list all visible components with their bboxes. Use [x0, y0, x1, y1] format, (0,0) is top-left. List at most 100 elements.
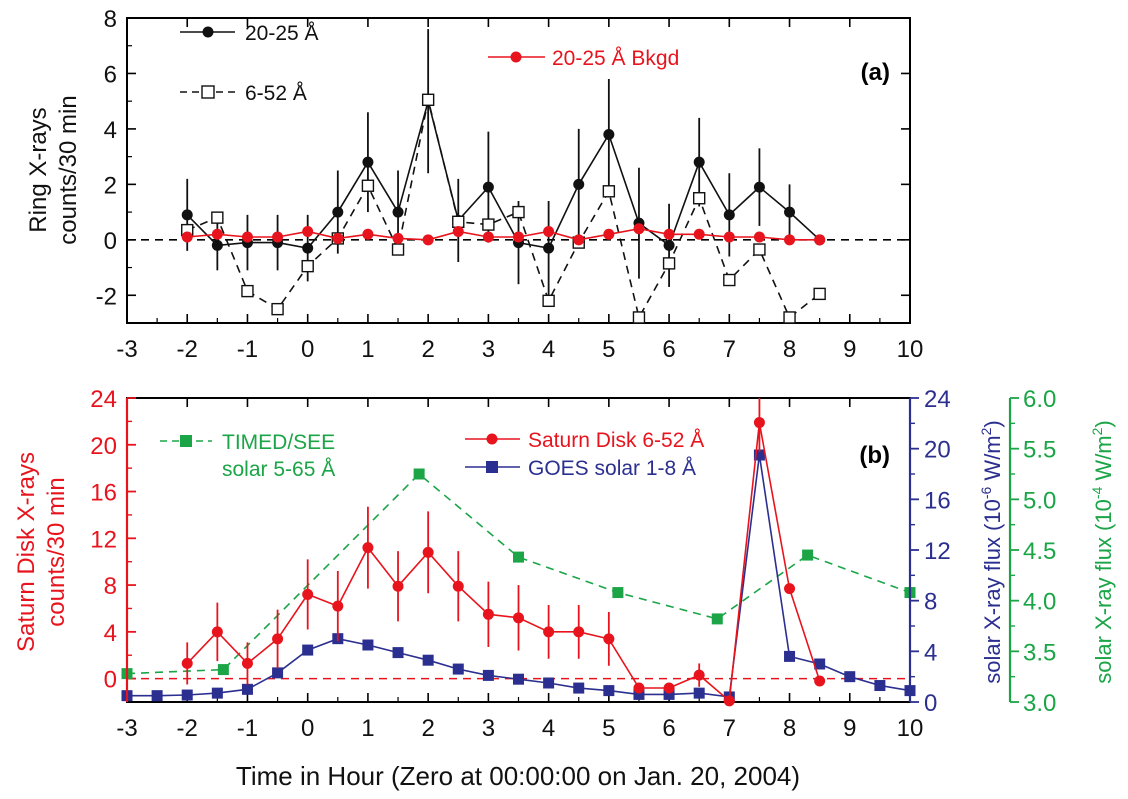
right2-label-unit-exp: 2 — [1089, 427, 1105, 435]
data-point — [211, 239, 223, 251]
data-point — [482, 181, 494, 193]
right1-tick-label: 0 — [924, 690, 937, 717]
right1-tick-label: 24 — [924, 386, 951, 413]
x-tick-label: 6 — [662, 336, 675, 363]
data-point — [814, 658, 826, 670]
panel-b-xlabel: Time in Hour (Zero at 00:00:00 on Jan. 2… — [236, 761, 800, 791]
data-point — [391, 243, 405, 256]
data-point — [784, 234, 796, 246]
data-point — [422, 234, 434, 246]
panel-b-x-ticks: -3 -2 -1 0 1 2 3 4 5 6 7 8 9 10 — [116, 398, 923, 742]
data-point — [211, 687, 223, 699]
data-point — [753, 449, 765, 461]
data-point — [784, 583, 796, 595]
data-point — [413, 468, 425, 480]
data-point — [302, 242, 314, 254]
right2-tick-label: 4.5 — [1023, 538, 1056, 565]
right2-tick-label: 3.0 — [1023, 690, 1056, 717]
data-point — [573, 178, 585, 190]
x-tick-label: 3 — [482, 715, 495, 742]
panel-a-plot-area — [181, 29, 826, 324]
x-tick-label: -1 — [237, 715, 258, 742]
right1-tick-label: 8 — [924, 589, 937, 616]
data-point — [633, 223, 645, 235]
legend-b-timed-label: TIMED/SEE — [222, 431, 335, 454]
data-point — [482, 218, 495, 231]
x-tick-label: 10 — [897, 336, 924, 363]
data-point — [814, 675, 826, 687]
data-point — [783, 311, 796, 324]
data-point — [362, 639, 374, 651]
x-tick-label: 3 — [482, 336, 495, 363]
right1-label-unit-exp: 2 — [978, 427, 994, 435]
data-point — [211, 211, 224, 224]
right1-tick-label: 12 — [924, 538, 951, 565]
data-point — [217, 664, 229, 676]
data-point — [693, 687, 705, 699]
x-tick-label: -1 — [237, 336, 258, 363]
data-point — [241, 284, 254, 298]
left-tick-label: 4 — [104, 620, 117, 647]
panel-a-label: (a) — [861, 59, 890, 86]
x-tick-label: 0 — [301, 336, 314, 363]
data-point — [633, 682, 645, 694]
data-point — [753, 181, 765, 193]
data-point — [753, 243, 766, 256]
x-tick-label: -2 — [177, 715, 198, 742]
data-point — [844, 671, 856, 683]
data-point — [603, 633, 615, 645]
data-point — [632, 311, 646, 324]
panel-b-ylabel-right1: solar X-ray flux (10-6 W/m2) — [978, 420, 1005, 684]
data-point — [332, 206, 344, 218]
data-point — [452, 580, 464, 592]
legend-a-bkgd-marker — [510, 51, 522, 63]
data-point — [181, 209, 193, 221]
data-point — [543, 226, 555, 237]
series-line — [186, 422, 821, 703]
x-tick-label: 9 — [843, 336, 856, 363]
data-point — [181, 689, 193, 701]
data-point — [693, 669, 705, 681]
data-point — [241, 683, 253, 695]
data-point — [784, 650, 796, 662]
panel-a: -3 -2 -1 0 1 2 3 4 5 6 7 8 9 10 -2 0 2 4 6 8 (a) Ring X-ra… — [25, 6, 923, 363]
data-point — [603, 685, 615, 697]
x-tick-label: -3 — [116, 715, 137, 742]
data-point — [422, 546, 434, 558]
data-point — [302, 588, 314, 600]
data-point — [784, 206, 796, 218]
data-point — [362, 156, 374, 168]
data-point — [663, 688, 675, 700]
panel-b-ylabel-left-line2: counts/30 min — [43, 477, 70, 626]
data-point — [512, 205, 525, 219]
data-point — [181, 657, 193, 669]
data-point — [612, 587, 624, 599]
right2-tick-label: 5.0 — [1023, 487, 1056, 514]
legend-a-20-25-label: 20-25 Å — [245, 22, 319, 45]
data-point — [301, 259, 314, 273]
data-point — [241, 657, 253, 669]
data-point — [802, 549, 814, 561]
data-point — [542, 294, 555, 308]
right1-label-exp: -6 — [978, 486, 994, 499]
x-tick-label: 5 — [602, 715, 615, 742]
right2-label-close: ) — [1091, 420, 1116, 427]
data-point — [543, 677, 555, 689]
right1-label-close: ) — [980, 420, 1005, 427]
data-point — [482, 608, 494, 620]
panel-a-ylabel-line1: Ring X-rays — [25, 107, 52, 232]
legend-b-saturn-marker — [486, 433, 498, 445]
data-point — [452, 226, 464, 237]
data-point — [814, 234, 826, 246]
left-tick-label: 16 — [90, 480, 117, 507]
x-tick-label: 4 — [542, 336, 555, 363]
data-point — [211, 228, 223, 240]
x-tick-label: 5 — [602, 336, 615, 363]
x-tick-label: 8 — [783, 715, 796, 742]
right2-tick-label: 6.0 — [1023, 386, 1056, 413]
data-point — [392, 647, 404, 659]
data-point — [513, 673, 524, 685]
data-point — [211, 626, 223, 638]
right2-label-main: solar X-ray flux (10 — [1091, 499, 1116, 684]
x-tick-label: 10 — [897, 715, 924, 742]
